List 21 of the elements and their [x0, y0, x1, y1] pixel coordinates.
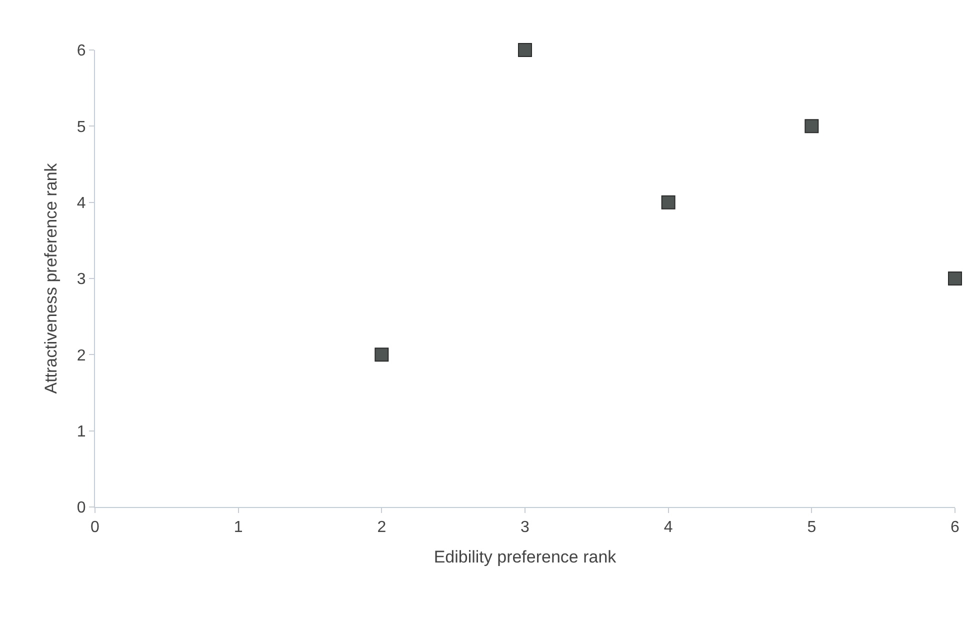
x-tick-label: 6 — [950, 519, 960, 536]
point — [948, 272, 962, 286]
y-tick-label: 3 — [76, 271, 86, 288]
x-tick-label: 1 — [234, 519, 243, 536]
y-tick-label: 5 — [76, 118, 86, 136]
y-tick-label: 2 — [76, 347, 86, 364]
x-tick-label: 5 — [807, 519, 816, 536]
x-axis-title: Edibility preference rank — [434, 548, 617, 567]
y-tick-label: 6 — [76, 42, 86, 60]
y-tick-label: 4 — [76, 194, 86, 212]
x-tick-label: 0 — [90, 519, 100, 536]
x-tick-label: 3 — [520, 519, 530, 536]
y-axis-title: Attractiveness preference rank — [41, 162, 60, 394]
point — [804, 119, 819, 134]
y-tick-label: 1 — [76, 423, 86, 440]
x-tick-label: 4 — [664, 519, 673, 536]
point — [374, 348, 389, 362]
y-tick-label: 0 — [76, 500, 86, 517]
point — [518, 43, 532, 57]
x-tick-label: 2 — [377, 519, 386, 536]
point — [661, 195, 676, 210]
